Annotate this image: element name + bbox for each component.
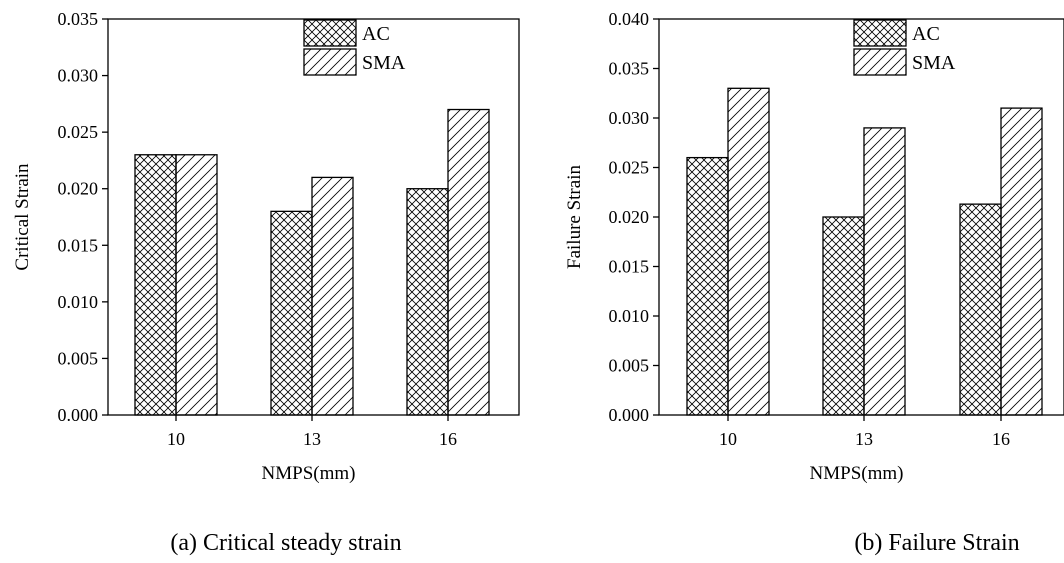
y-tick-label: 0.030 (609, 108, 650, 128)
bar-ac-10 (687, 158, 728, 415)
y-tick-label: 0.005 (58, 348, 99, 368)
y-axis-label: Critical Strain (12, 163, 33, 271)
x-tick-label: 10 (167, 429, 185, 449)
y-axis-label: Failure Strain (564, 165, 585, 269)
bar-sma-16 (448, 110, 489, 415)
y-tick-label: 0.025 (609, 158, 650, 178)
figure-caption: (b) Failure Strain (854, 530, 1019, 556)
bar-ac-16 (960, 204, 1001, 415)
x-tick-label: 16 (992, 429, 1010, 449)
y-tick-label: 0.035 (58, 9, 99, 29)
bar-sma-10 (176, 155, 217, 415)
y-tick-label: 0.035 (609, 59, 650, 79)
legend-swatch-sma (304, 49, 356, 75)
y-tick-label: 0.025 (58, 122, 99, 142)
y-tick-label: 0.020 (58, 179, 99, 199)
legend-swatch-ac (304, 20, 356, 46)
legend-swatch-sma (854, 49, 906, 75)
y-tick-label: 0.010 (609, 306, 650, 326)
legend-label-sma: SMA (912, 52, 956, 74)
failure-strain-chart: 0.000 0.005 0.010 0.015 0.020 0.025 0.030 0.035… (564, 9, 1064, 556)
bar-sma-13 (312, 177, 353, 415)
legend-label-ac: AC (912, 23, 940, 45)
x-axis-label: NMPS(mm) (810, 463, 904, 484)
y-tick-label: 0.000 (609, 405, 650, 425)
y-tick-label: 0.030 (58, 66, 99, 86)
legend-swatch-ac (854, 20, 906, 46)
y-tick-label: 0.000 (58, 405, 99, 425)
x-tick-label: 13 (303, 429, 321, 449)
bar-sma-10 (728, 88, 769, 415)
bar-ac-16 (407, 189, 448, 415)
legend-label-sma: SMA (362, 52, 406, 74)
x-tick-label: 10 (719, 429, 737, 449)
bar-ac-13 (271, 211, 312, 415)
x-tick-label: 16 (439, 429, 457, 449)
y-tick-label: 0.040 (609, 9, 650, 29)
bar-ac-13 (823, 217, 864, 415)
y-tick-label: 0.020 (609, 207, 650, 227)
y-tick-label: 0.005 (609, 356, 650, 376)
legend-label-ac: AC (362, 23, 390, 45)
bar-ac-10 (135, 155, 176, 415)
y-tick-label: 0.015 (609, 257, 650, 277)
x-tick-label: 13 (855, 429, 873, 449)
x-axis-label: NMPS(mm) (262, 463, 356, 484)
bar-sma-13 (864, 128, 905, 415)
y-tick-label: 0.015 (58, 235, 99, 255)
critical-strain-chart: 0.000 0.005 0.010 0.015 0.020 0.025 0.030 0.035… (12, 9, 519, 556)
figure-caption: (a) Critical steady strain (170, 530, 401, 556)
bar-sma-16 (1001, 108, 1042, 415)
y-tick-label: 0.010 (58, 292, 99, 312)
